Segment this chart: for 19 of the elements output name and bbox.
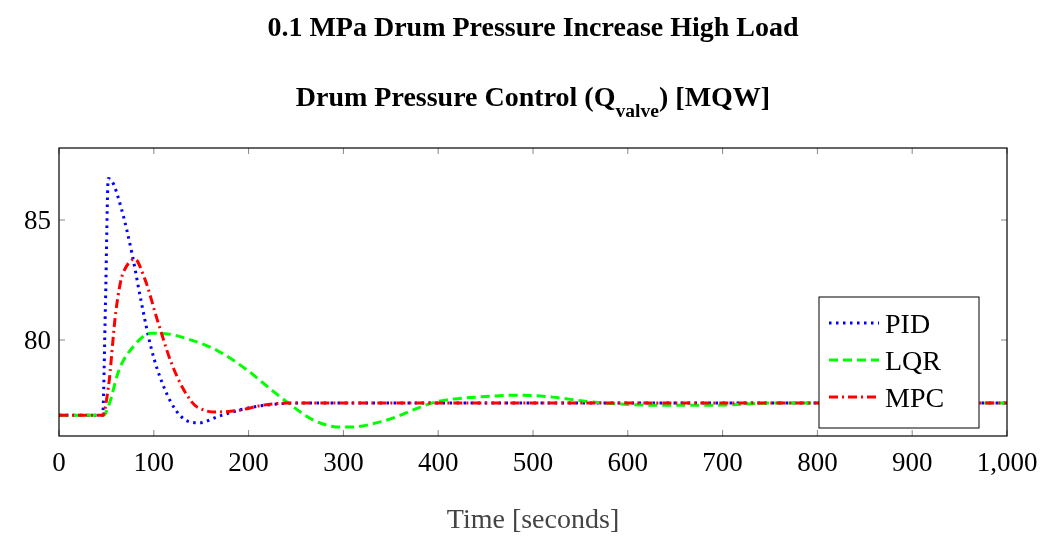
x-tick-label: 400 <box>417 447 459 477</box>
legend-label: MPC <box>885 382 945 413</box>
chart-title: 0.1 MPa Drum Pressure Increase High Load <box>267 11 800 42</box>
y-tick-label: 80 <box>24 325 51 355</box>
x-tick-label: 100 <box>133 447 175 477</box>
x-tick-label: 1,000 <box>976 447 1038 477</box>
legend-label: PID <box>885 308 931 339</box>
x-tick-label: 800 <box>797 447 838 477</box>
legend-label: LQR <box>885 345 942 376</box>
x-tick-label: 500 <box>512 447 554 477</box>
x-tick-label: 600 <box>607 447 649 477</box>
x-tick-label: 0 <box>52 447 66 477</box>
x-tick-label: 300 <box>323 447 364 477</box>
x-tick-label: 200 <box>228 447 269 477</box>
x-axis-title: Time [seconds] <box>446 503 620 534</box>
y-tick-label: 85 <box>24 205 51 235</box>
x-tick-label: 700 <box>702 447 743 477</box>
chart-subtitle: Drum Pressure Control (Q$_{valve}$) [MQW] <box>295 81 771 121</box>
x-tick-label: 900 <box>891 447 933 477</box>
